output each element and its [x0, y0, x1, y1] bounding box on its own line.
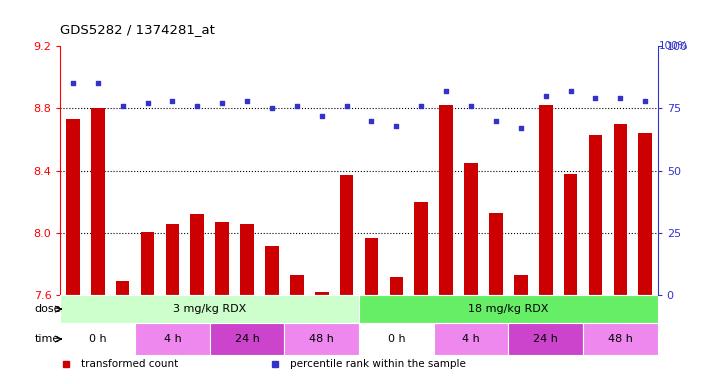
Text: 24 h: 24 h [235, 334, 260, 344]
Text: transformed count: transformed count [81, 359, 178, 369]
Bar [116, 281, 129, 295]
Point [515, 125, 526, 131]
Bar [365, 238, 378, 295]
Point [415, 103, 427, 109]
Text: GDS5282 / 1374281_at: GDS5282 / 1374281_at [60, 23, 215, 36]
Bar [638, 133, 652, 295]
Bar [489, 213, 503, 295]
Bar [359, 295, 658, 323]
Point [67, 80, 78, 86]
Point [241, 98, 253, 104]
Bar [66, 119, 80, 295]
Bar [60, 323, 135, 355]
Point [292, 103, 303, 109]
Point [440, 88, 452, 94]
Bar [290, 275, 304, 295]
Bar [539, 105, 552, 295]
Text: 48 h: 48 h [608, 334, 633, 344]
Bar [434, 323, 508, 355]
Bar [135, 323, 210, 355]
Bar [390, 277, 403, 295]
Point [391, 123, 402, 129]
Bar [284, 323, 359, 355]
Point [639, 98, 651, 104]
Text: 0 h: 0 h [89, 334, 107, 344]
Point [117, 103, 128, 109]
Point [490, 118, 501, 124]
Text: percentile rank within the sample: percentile rank within the sample [290, 359, 466, 369]
Text: 4 h: 4 h [164, 334, 181, 344]
Bar [210, 323, 284, 355]
Point [191, 103, 203, 109]
Bar [240, 224, 254, 295]
Bar [514, 275, 528, 295]
Bar [589, 135, 602, 295]
Point [341, 103, 352, 109]
Bar [464, 163, 478, 295]
Bar [415, 202, 428, 295]
Bar [583, 323, 658, 355]
Bar [439, 105, 453, 295]
Point [166, 98, 178, 104]
Text: 18 mg/kg RDX: 18 mg/kg RDX [468, 304, 549, 314]
Bar [340, 175, 353, 295]
Bar [564, 174, 577, 295]
Text: 48 h: 48 h [309, 334, 334, 344]
Point [614, 95, 626, 101]
Bar [166, 224, 179, 295]
Point [316, 113, 327, 119]
Point [266, 105, 277, 111]
Text: 100%: 100% [659, 41, 688, 51]
Text: 3 mg/kg RDX: 3 mg/kg RDX [173, 304, 247, 314]
Bar [315, 292, 328, 295]
Point [216, 100, 228, 106]
Point [465, 103, 476, 109]
Bar [191, 214, 204, 295]
Point [589, 95, 601, 101]
Point [365, 118, 377, 124]
Bar [508, 323, 583, 355]
Bar [359, 323, 434, 355]
Bar [614, 124, 627, 295]
Text: time: time [35, 334, 60, 344]
Text: 24 h: 24 h [533, 334, 558, 344]
Text: 0 h: 0 h [387, 334, 405, 344]
Point [141, 100, 154, 106]
Bar [215, 222, 229, 295]
Text: dose: dose [34, 304, 60, 314]
Point [540, 93, 551, 99]
Point [565, 88, 576, 94]
Bar [91, 108, 105, 295]
Point [92, 80, 104, 86]
Text: 4 h: 4 h [462, 334, 480, 344]
Bar [60, 295, 359, 323]
Bar [265, 245, 279, 295]
Bar [141, 232, 154, 295]
